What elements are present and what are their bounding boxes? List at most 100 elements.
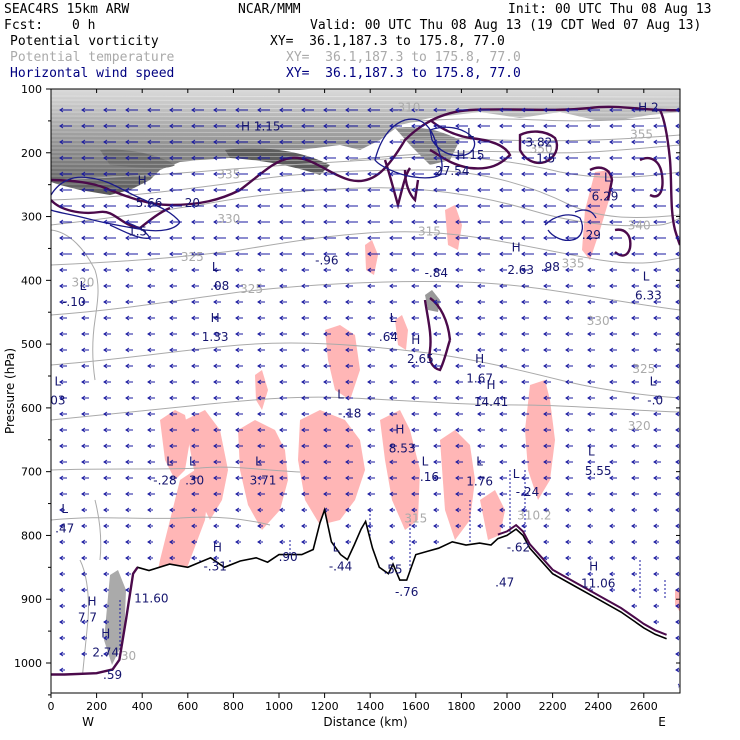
wind-arrow [455, 235, 468, 241]
wind-arrow [367, 299, 375, 305]
extremum-label: 5.66 [136, 196, 163, 210]
wind-arrow [565, 443, 573, 449]
wind-arrow [653, 299, 661, 305]
wind-head [301, 507, 306, 513]
wind-arrow [543, 123, 556, 129]
wind-head [653, 603, 658, 609]
wind-head [59, 651, 64, 657]
wind-arrow [323, 155, 336, 161]
wind-arrow [521, 267, 529, 273]
wind-arrow [257, 187, 270, 193]
wind-head [499, 347, 504, 353]
wind-head [279, 491, 284, 497]
wind-arrow [59, 203, 72, 209]
wind-streak [51, 127, 680, 130]
wind-arrow [587, 539, 593, 545]
wind-arrow [367, 235, 380, 241]
wind-arrow [213, 491, 221, 497]
wind-arrow [499, 107, 512, 113]
wind-head [587, 475, 592, 481]
wind-arrow [389, 171, 402, 177]
wind-head [191, 443, 196, 449]
wind-arrow [191, 427, 199, 433]
wind-arrow [631, 171, 644, 177]
wind-head [257, 283, 262, 289]
wind-arrow [301, 475, 309, 481]
field-pv-xy: XY= 36.1,187.3 to 175.8, 77.0 [270, 34, 505, 49]
wind-head [543, 219, 548, 225]
wind-head [609, 251, 614, 257]
wind-head [631, 603, 636, 609]
wind-head [653, 395, 658, 401]
wind-head [411, 491, 416, 497]
wind-head [213, 283, 218, 289]
wind-arrow [345, 139, 358, 145]
wind-head [301, 427, 306, 433]
wind-head [125, 331, 130, 337]
wind-head [477, 107, 482, 113]
wind-head [389, 523, 394, 529]
wind-head [59, 427, 64, 433]
wind-head [609, 283, 614, 289]
wind-arrow [125, 475, 133, 481]
wind-head [235, 395, 240, 401]
wind-head [367, 187, 372, 193]
extremum-label: L [337, 387, 344, 401]
wind-arrow [81, 171, 94, 177]
wind-head [433, 443, 438, 449]
extremum-label: H [411, 333, 420, 347]
wind-head [81, 571, 86, 577]
wind-head [631, 539, 636, 545]
wind-head [301, 139, 306, 145]
wind-head [543, 235, 548, 241]
wind-head [169, 523, 174, 529]
extremum-label: 1.33 [202, 330, 229, 344]
wind-arrow [565, 363, 573, 369]
wind-arrow [235, 235, 248, 241]
wind-head [279, 379, 284, 385]
wind-head [587, 523, 592, 529]
wind-arrow [81, 139, 94, 145]
wind-arrow [565, 187, 578, 193]
wind-arrow [499, 267, 507, 273]
wind-arrow [191, 523, 197, 529]
wind-head [257, 443, 262, 449]
wind-arrow [587, 491, 595, 497]
wind-head [125, 379, 130, 385]
wind-arrow [169, 283, 177, 289]
wind-head [455, 411, 460, 417]
wind-head [191, 235, 196, 241]
wind-head [455, 203, 460, 209]
wind-arrow [125, 187, 138, 193]
wind-arrow [191, 491, 199, 497]
wind-head [59, 203, 64, 209]
wind-head [81, 603, 86, 609]
wind-arrow [543, 155, 556, 161]
wind-arrow [59, 635, 65, 641]
wind-head [345, 443, 350, 449]
wind-arrow [631, 235, 644, 241]
wind-head [433, 171, 438, 177]
wind-arrow [301, 155, 314, 161]
wind-arrow [609, 283, 617, 289]
wind-head [103, 603, 108, 609]
wind-head [609, 411, 614, 417]
wind-arrow [433, 171, 446, 177]
wind-head [301, 171, 306, 177]
wind-arrow [81, 347, 89, 353]
wind-arrow [301, 491, 309, 497]
wind-head [235, 235, 240, 241]
wind-arrow [125, 315, 133, 321]
extremum-label: H [487, 378, 496, 392]
wind-head [499, 251, 504, 257]
wind-arrow [59, 651, 65, 657]
wind-arrow [653, 587, 659, 593]
wind-arrow [675, 251, 680, 257]
wind-arrow [279, 315, 287, 321]
wind-head [433, 219, 438, 225]
wind-arrow [125, 379, 133, 385]
wind-head [147, 315, 152, 321]
wind-head [213, 267, 218, 273]
wind-arrow [59, 587, 65, 593]
wind-arrow [125, 139, 138, 145]
